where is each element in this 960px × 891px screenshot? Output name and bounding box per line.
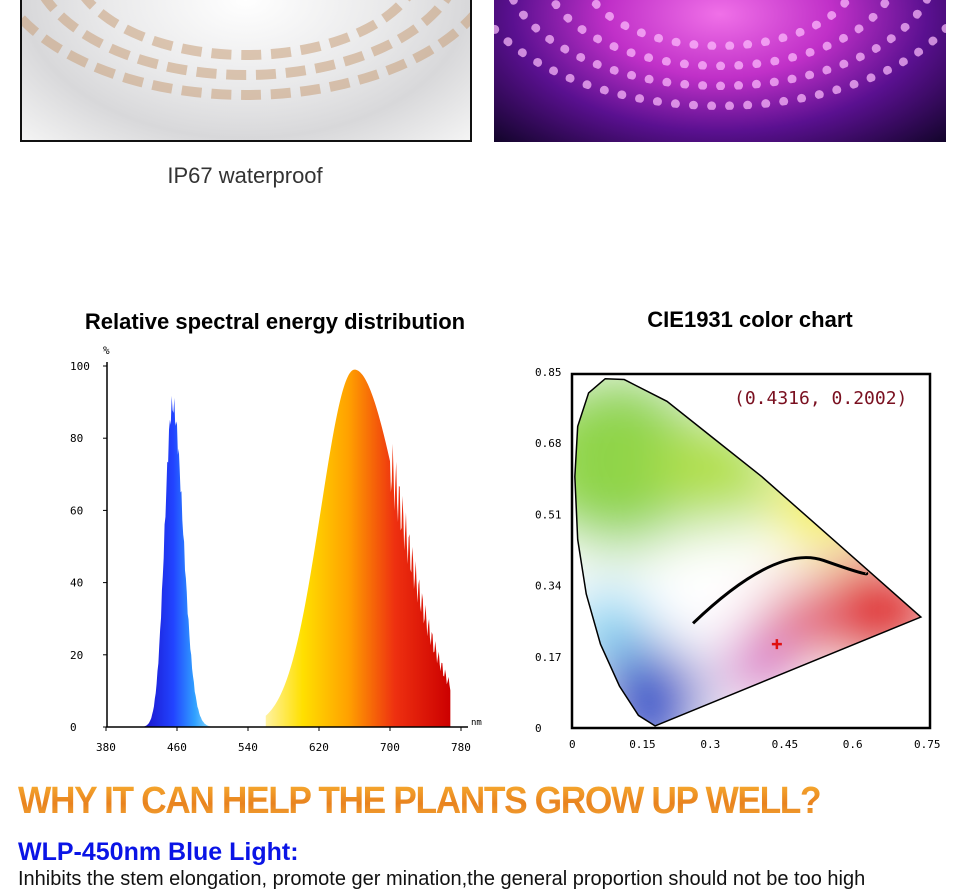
y-tick-label: 0.17 [535,651,562,664]
blue-spectral-peak [141,395,213,727]
x-tick-label: 700 [380,741,400,754]
pink-led-strip-photo [494,0,946,142]
planckian-locus [692,556,869,625]
y-tick-label: 20 [70,649,83,662]
y-tick-label: 100 [70,360,90,373]
blue-light-description: Inhibits the stem elongation, promote ge… [18,868,866,890]
spectral-locus [574,377,923,727]
x-tick-label: 0.6 [843,738,863,751]
blue-light-heading: WLP-450nm Blue Light: [18,838,299,866]
color-point-marker [771,639,782,650]
headline: WHY IT CAN HELP THE PLANTS GROW UP WELL? [18,780,822,822]
x-tick-label: 0.3 [700,738,720,751]
y-unit-label: % [103,344,110,357]
white-led-strip-photo [20,0,472,142]
cie-chart-title: CIE1931 color chart [647,307,853,332]
x-tick-label: 0.45 [772,738,799,751]
y-tick-label: 60 [70,504,83,517]
x-unit-label: nm [471,718,482,728]
x-tick-label: 780 [451,741,471,754]
spectral-chart: % nm 100 80 60 40 20 0 380 460 540 620 700 780 [70,344,482,754]
x-tick-label: 620 [309,741,329,754]
y-tick-label: 0 [70,721,77,734]
x-tick-label: 540 [238,741,258,754]
x-tick-label: 460 [167,741,187,754]
x-tick-label: 0 [569,738,576,751]
y-tick-label: 0.68 [535,437,562,450]
spectral-chart-title: Relative spectral energy distribution [84,309,466,334]
waterproof-caption: IP67 waterproof [167,163,323,188]
charts-canvas: % nm 100 80 60 40 20 0 380 460 540 620 700 780 (0.4… [70,344,941,754]
broad-spectral-peak [265,369,451,727]
y-tick-label: 0.51 [535,508,562,521]
y-tick-label: 40 [70,577,83,590]
cie-chart: (0.4316, 0.2002) 0.85 0.68 0.51 0.34 0.17 0 0 0… [535,366,941,751]
y-tick-label: 80 [70,432,83,445]
x-tick-label: 0.75 [914,738,941,751]
x-tick-label: 0.15 [629,738,656,751]
y-tick-label: 0.34 [535,580,562,593]
y-tick-label: 0.85 [535,366,562,379]
y-tick-label: 0 [535,722,542,735]
x-tick-label: 380 [96,741,116,754]
cie-coordinate-label: (0.4316, 0.2002) [734,388,907,409]
